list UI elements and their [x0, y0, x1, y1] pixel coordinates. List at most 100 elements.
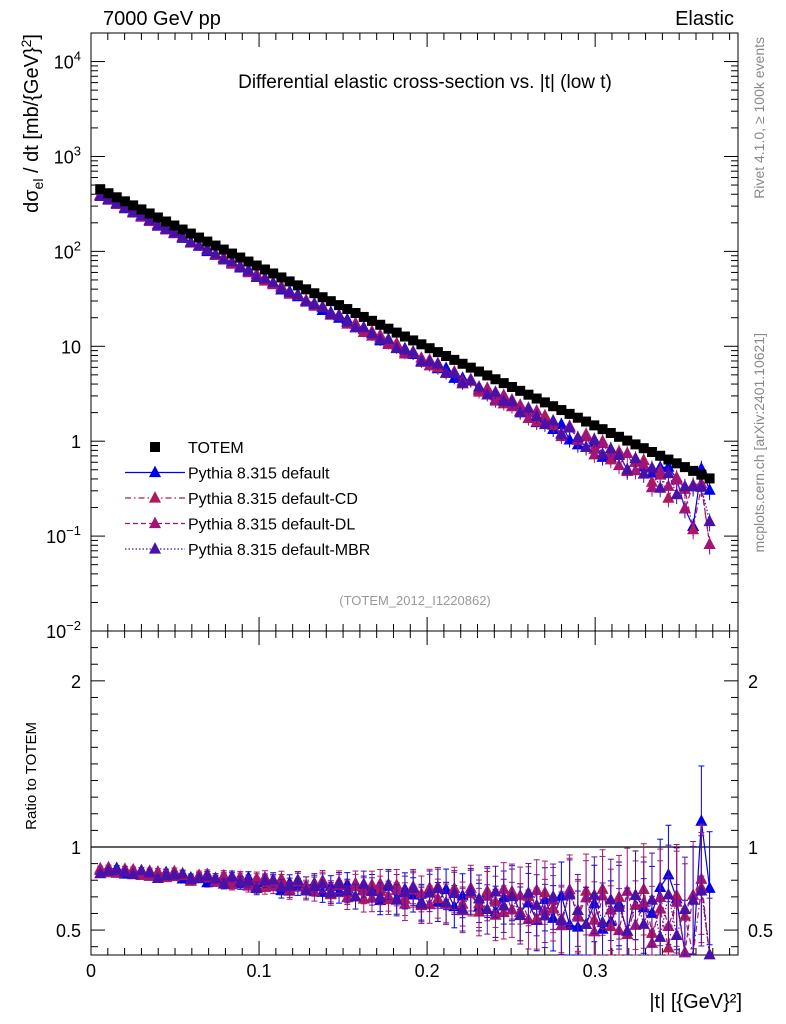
ratio-point-pythia-8-315-default-mbr	[332, 876, 346, 889]
x-axis-label: |t| [{GeV}²]	[649, 991, 742, 1013]
totem-data-point	[194, 232, 205, 243]
point-pythia-8-315-default-mbr	[308, 297, 321, 310]
totem-data-point	[490, 374, 501, 385]
legend-marker-totem	[150, 442, 160, 452]
ratio-point-pythia-8-315-default-mbr	[341, 884, 354, 896]
totem-data-point	[399, 331, 410, 342]
ratio-point-pythia-8-315-default-mbr	[538, 909, 551, 921]
totem-data-point	[334, 300, 345, 311]
ratio-point-pythia-8-315-default-mbr	[522, 886, 535, 898]
legend-marker-pythia-8-315-default-dl	[148, 516, 162, 529]
point-pythia-8-315-default-mbr	[555, 427, 568, 439]
legend-label-pythia-8-315-default-cd: Pythia 8.315 default-CD	[188, 491, 358, 508]
point-pythia-8-315-default-mbr	[242, 264, 255, 276]
point-pythia-8-315-default-dl	[588, 447, 601, 460]
point-pythia-8-315-default-mbr	[390, 341, 403, 354]
point-pythia-8-315-default-mbr	[637, 467, 650, 479]
point-pythia-8-315-default-mbr	[580, 440, 593, 452]
point-pythia-8-315-default-dl	[497, 388, 510, 400]
legend-marker-pythia-8-315-default	[148, 465, 162, 478]
ratio-point-pythia-8-315-default-mbr	[176, 867, 189, 879]
point-pythia-8-315-default-dl	[629, 463, 642, 476]
ratio-point-pythia-8-315-default-mbr	[324, 886, 337, 898]
y-tick-label: 104	[54, 49, 81, 73]
totem-data-point	[152, 212, 163, 223]
ratio-point-pythia-8-315-default-mbr	[481, 902, 494, 915]
totem-data-point	[292, 280, 303, 291]
point-pythia-8-315-default-mbr	[489, 385, 502, 397]
rivet-version-label: Rivet 4.1.0, ≥ 100k events	[751, 37, 767, 199]
totem-data-point	[449, 354, 460, 365]
y-tick-label: 1	[71, 432, 81, 452]
point-pythia-8-315-default-cd	[687, 522, 700, 535]
totem-data-point	[589, 420, 600, 431]
totem-data-point	[177, 224, 188, 235]
totem-data-point	[465, 362, 476, 373]
point-pythia-8-315-default-mbr	[217, 253, 230, 265]
ratio-point-pythia-8-315-default-mbr	[225, 869, 239, 881]
totem-data-point	[235, 252, 246, 263]
point-pythia-8-315-default-mbr	[604, 441, 617, 454]
ratio-point-pythia-8-315-default-dl	[217, 870, 230, 882]
totem-data-point	[350, 307, 361, 318]
point-pythia-8-315-default-mbr	[497, 394, 510, 406]
totem-data-point	[202, 236, 213, 247]
point-pythia-8-315-default-mbr	[357, 320, 370, 332]
point-pythia-8-315-default-mbr	[209, 247, 222, 259]
totem-data-point	[268, 268, 279, 279]
totem-data-point	[646, 446, 657, 457]
totem-data-point	[251, 260, 262, 271]
ratio-point-pythia-8-315-default-mbr	[357, 877, 370, 889]
totem-data-point	[317, 292, 328, 303]
totem-data-point	[276, 272, 287, 283]
totem-data-point	[671, 458, 682, 469]
point-pythia-8-315-default-mbr	[629, 451, 642, 464]
ratio-data-marks	[94, 765, 716, 960]
ratio-plot-frame	[90, 630, 739, 956]
totem-data-point	[136, 204, 147, 215]
point-pythia-8-315-default-mbr	[374, 332, 387, 345]
ratio-point-pythia-8-315-default-mbr	[604, 893, 617, 905]
totem-data-point	[572, 412, 583, 423]
point-pythia-8-315-default-dl	[580, 429, 593, 442]
legend-label-pythia-8-315-default: Pythia 8.315 default	[188, 466, 330, 483]
legend-label-totem: TOTEM	[188, 440, 244, 457]
y-tick-label: 10−2	[46, 618, 81, 642]
ratio-point-pythia-8-315-default-mbr	[448, 886, 461, 898]
totem-data-point	[366, 315, 377, 326]
point-pythia-8-315-default-mbr	[160, 222, 173, 234]
ratio-point-pythia-8-315-default-mbr	[143, 865, 156, 878]
point-pythia-8-315-default-mbr	[621, 462, 634, 475]
point-pythia-8-315-default-mbr	[670, 487, 683, 500]
point-pythia-8-315-default-mbr	[135, 208, 148, 221]
ratio-point-pythia-8-315-default-mbr	[102, 864, 115, 876]
ratio-tick-label-right: 0.5	[748, 921, 773, 941]
ratio-point-pythia-8-315-default-mbr	[250, 881, 263, 894]
ratio-point-pythia-8-315-default-mbr	[415, 897, 428, 909]
point-pythia-8-315-default-dl	[645, 480, 659, 493]
point-pythia-8-315-default-mbr	[472, 380, 486, 392]
ratio-point-pythia-8-315-default-mbr	[118, 865, 131, 877]
totem-data-point	[482, 370, 493, 381]
totem-data-point	[638, 443, 649, 454]
ratio-point-pythia-8-315-default-mbr	[291, 873, 304, 885]
point-pythia-8-315-default-mbr	[398, 342, 411, 355]
ratio-point-pythia-8-315-default-dl	[151, 864, 164, 877]
ratio-tick-label-left: 0.5	[56, 921, 81, 941]
totem-data-point	[696, 469, 707, 480]
point-pythia-8-315-default-mbr	[275, 282, 288, 294]
ratio-tick-label-right: 2	[748, 672, 758, 692]
point-pythia-8-315-default-mbr	[225, 254, 239, 267]
point-pythia-8-315-default-mbr	[505, 394, 519, 407]
totem-data-point	[556, 405, 567, 416]
point-pythia-8-315-default-mbr	[662, 466, 675, 479]
ratio-point-pythia-8-315-default-mbr	[431, 881, 444, 894]
ratio-point-pythia-8-315-default-mbr	[201, 869, 214, 881]
ratio-point-pythia-8-315-default-mbr	[588, 888, 601, 900]
ratio-point-pythia-8-315-default-mbr	[135, 863, 148, 876]
point-pythia-8-315-default-dl	[621, 446, 634, 458]
point-pythia-8-315-default-mbr	[687, 479, 700, 492]
totem-data-point	[210, 240, 221, 251]
point-pythia-8-315-default-mbr	[654, 481, 667, 493]
